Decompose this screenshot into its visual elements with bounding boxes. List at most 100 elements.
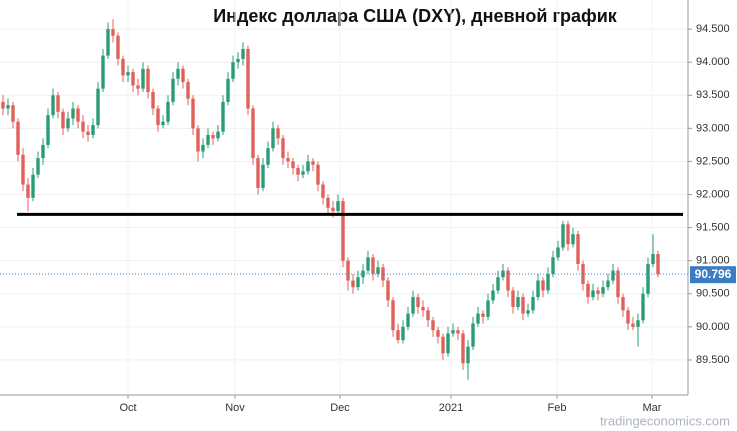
- y-tick-label: 91.500: [696, 222, 730, 234]
- y-tick-label: 90.500: [696, 288, 730, 300]
- candle-body: [131, 72, 135, 86]
- y-tick-label: 94.500: [696, 23, 730, 35]
- candle-body: [496, 277, 500, 291]
- candle-body: [411, 297, 415, 314]
- candle-body: [556, 247, 560, 258]
- candle-body: [526, 310, 530, 314]
- candle-body: [296, 168, 300, 175]
- candle-body: [81, 121, 85, 132]
- candle-body: [611, 270, 615, 281]
- grid: 89.500 90.000 90.500 91.000 91.500 92.000 92.5…: [0, 0, 730, 414]
- candle-body: [286, 158, 290, 162]
- candle-body: [321, 184, 325, 198]
- candle-body: [536, 280, 540, 298]
- candle-body: [571, 234, 575, 245]
- candle-body: [176, 68, 180, 79]
- candle-body: [6, 105, 10, 109]
- candle-body: [456, 330, 460, 334]
- candle-body: [16, 121, 20, 155]
- candle-body: [426, 310, 430, 321]
- candle-body: [476, 313, 480, 324]
- candle-body: [311, 161, 315, 165]
- x-tick-label: Dec: [330, 402, 350, 414]
- candle-body: [366, 257, 370, 271]
- candle-body: [191, 98, 195, 129]
- candle-body: [291, 161, 295, 169]
- y-tick-label: 91.000: [696, 255, 730, 267]
- candle-body: [231, 62, 235, 79]
- candle-body: [126, 72, 130, 76]
- candle-body: [401, 326, 405, 341]
- candle-body: [181, 68, 185, 83]
- candle-body: [466, 346, 470, 364]
- candle-body: [566, 224, 570, 245]
- chart-title: Индекс доллара США (DXY), дневной график: [213, 6, 618, 26]
- candle-body: [151, 91, 155, 109]
- candle-body: [36, 158, 40, 175]
- candle-body: [1, 101, 5, 109]
- candle-body: [486, 300, 490, 317]
- candle-body: [276, 128, 280, 139]
- candle-body: [61, 111, 65, 129]
- candle-body: [116, 35, 120, 59]
- candle-body: [301, 171, 305, 175]
- candle-body: [596, 290, 600, 294]
- candle-body: [261, 164, 265, 188]
- candle-body: [241, 48, 245, 59]
- candle-body: [471, 323, 475, 347]
- candle-body: [251, 108, 255, 159]
- y-tick-label: 93.000: [696, 122, 730, 134]
- x-tick-label: Oct: [119, 402, 136, 414]
- candle-body: [306, 161, 310, 172]
- candle-body: [266, 148, 270, 165]
- candle-body: [506, 270, 510, 291]
- candle-body: [386, 280, 390, 301]
- candle-body: [326, 197, 330, 208]
- candle-body: [341, 201, 345, 261]
- candle-body: [641, 293, 645, 321]
- candle-body: [106, 29, 110, 56]
- last-price-box: [690, 266, 736, 284]
- candle-body: [246, 48, 250, 109]
- candle-body: [621, 297, 625, 311]
- candle-body: [421, 307, 425, 311]
- candle-body: [96, 88, 100, 126]
- candle-body: [531, 297, 535, 311]
- candle-body: [586, 283, 590, 298]
- candle-body: [21, 154, 25, 185]
- y-tick-label: 89.500: [696, 354, 730, 366]
- candle-body: [516, 297, 520, 308]
- candle-body: [336, 201, 340, 212]
- candle-body: [636, 320, 640, 327]
- candle-body: [371, 257, 375, 274]
- candle-body: [316, 164, 320, 185]
- candle-body: [546, 273, 550, 291]
- candle-body: [601, 287, 605, 294]
- x-tick-label: Feb: [548, 402, 567, 414]
- candle-body: [171, 78, 175, 102]
- candle-body: [206, 134, 210, 145]
- x-tick-label: Mar: [643, 402, 662, 414]
- candle-body: [656, 254, 660, 275]
- candle-body: [451, 330, 455, 334]
- candle-body: [541, 280, 545, 291]
- candle-body: [381, 267, 385, 281]
- candle-body: [501, 270, 505, 278]
- candle-body: [651, 254, 655, 264]
- candle-body: [551, 257, 555, 274]
- candle-body: [446, 333, 450, 354]
- candle-body: [271, 128, 275, 149]
- candle-body: [161, 121, 165, 126]
- candle-body: [216, 131, 220, 139]
- candle-body: [606, 280, 610, 288]
- candle-body: [561, 224, 565, 248]
- source-watermark: tradingeconomics.com: [600, 413, 730, 428]
- candles: [1, 19, 660, 380]
- candle-body: [221, 101, 225, 132]
- candle-body: [591, 290, 595, 298]
- candle-body: [121, 58, 125, 76]
- candle-body: [111, 29, 115, 36]
- candle-body: [281, 138, 285, 159]
- candle-body: [351, 280, 355, 288]
- candle-body: [166, 101, 170, 122]
